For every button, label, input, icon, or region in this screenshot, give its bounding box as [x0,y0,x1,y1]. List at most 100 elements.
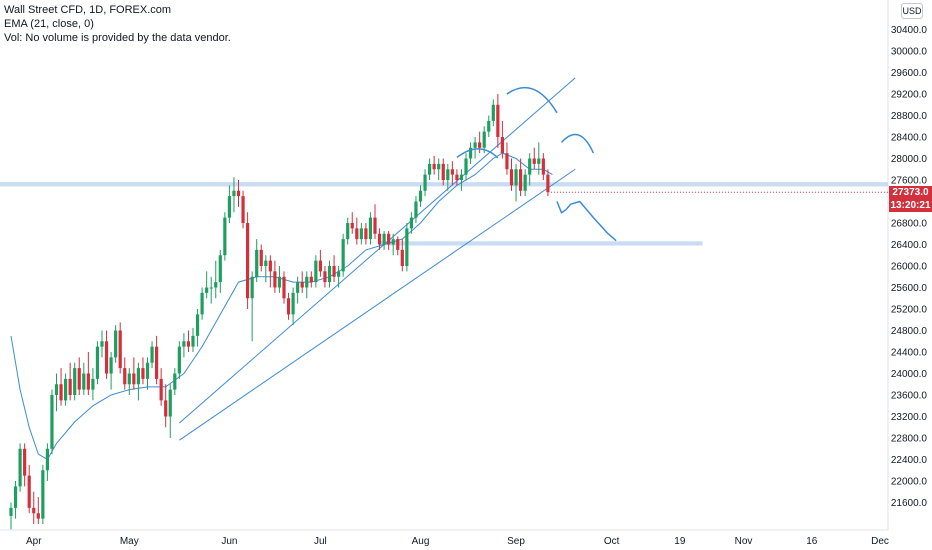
candle-body [209,287,213,289]
y-tick-label: 29200.0 [891,90,928,101]
candle-body [364,228,368,240]
candle-body [159,378,163,401]
candle-body [341,239,345,272]
candle-body [532,158,536,164]
candle-body [509,169,514,186]
candle-body [432,163,436,170]
drawing-arc-3 [560,133,595,154]
candle-body [114,330,118,358]
candle-body [277,276,282,288]
candle-body [145,362,150,379]
candle-body [9,507,13,516]
candle-body [377,233,382,245]
ema-line [10,152,553,461]
candle-body [491,104,495,121]
candle-body [177,346,181,374]
candle-body [296,282,300,293]
drawing-arc-1 [456,148,499,159]
candle-body [68,378,72,395]
candle-body [396,239,400,250]
candle-body [255,249,259,277]
candle-body [468,147,473,159]
candle-body [118,330,122,369]
candle-body [23,448,27,476]
candle-body [236,190,241,197]
candle-body [123,368,127,385]
candle-body [400,249,404,266]
candle-body [373,217,377,234]
candle-body [82,373,86,390]
candle-body [418,190,423,202]
x-tick-label: Sep [507,536,525,547]
candle-body [455,174,459,180]
candle-body [59,384,63,401]
candle-body [309,276,313,283]
candle-body [227,196,231,218]
currency-button[interactable]: USD [901,3,923,19]
candle-body [127,373,131,385]
candle-body [505,153,509,170]
candle-body [164,400,168,417]
candle-body [300,282,304,288]
y-tick-label: 30400.0 [891,25,928,36]
y-tick-label: 30000.0 [891,47,928,58]
candle-body [268,260,272,272]
candle-body [459,174,464,180]
candle-body [73,368,77,395]
y-tick-label: 24800.0 [891,326,928,337]
projection-path [556,200,617,242]
y-tick-label: 26000.0 [891,262,928,273]
candle-body [218,255,222,283]
candle-body [32,507,36,514]
candle-body [359,228,363,240]
candle-body [77,368,81,390]
candle-body [528,158,532,175]
candle-body [450,169,454,175]
candle-body [286,298,291,315]
y-tick-label: 26400.0 [891,240,928,251]
x-tick-label: Jul [314,536,327,547]
y-tick-label: 22800.0 [891,434,928,445]
x-tick-label: Oct [604,536,620,547]
candle-body [405,228,409,266]
candle-body [246,223,250,299]
candle-body [136,368,140,385]
candle-body [241,196,245,223]
candle-body [482,131,486,148]
candle-body [186,341,191,347]
x-tick-label: 19 [674,536,686,547]
candle-body [514,169,518,186]
candle-body [104,341,109,374]
candle-body [150,346,154,363]
x-tick-label: May [120,536,139,547]
candle-body [264,260,268,266]
candle-body [205,287,209,293]
y-tick-label: 28800.0 [891,111,928,122]
candle-body [291,292,295,315]
candle-body [541,158,545,175]
horizontal-zone-1 [0,182,888,187]
candle-body [223,217,227,256]
chart-legend: Wall Street CFD, 1D, FOREX.com EMA (21, … [4,3,231,45]
channel-line-2 [179,168,576,441]
y-tick-label: 26800.0 [891,219,928,230]
candle-body [318,260,322,272]
candle-body [132,373,136,385]
candle-body [64,378,68,401]
x-tick-label: 16 [806,536,818,547]
candle-body [182,341,186,347]
candle-body [195,314,200,336]
candle-body [168,389,172,417]
last-price-tag: 27373.0 [889,186,932,200]
candle-body [100,341,104,347]
horizontal-zone-2 [379,241,703,246]
candle-body [464,158,468,175]
candle-body [95,346,100,379]
drawing-arc-2 [506,86,558,114]
y-tick-label: 22400.0 [891,455,928,466]
candle-body [355,228,359,240]
candle-body [350,223,354,229]
channel-line-1 [179,77,576,424]
candle-body [441,163,445,180]
